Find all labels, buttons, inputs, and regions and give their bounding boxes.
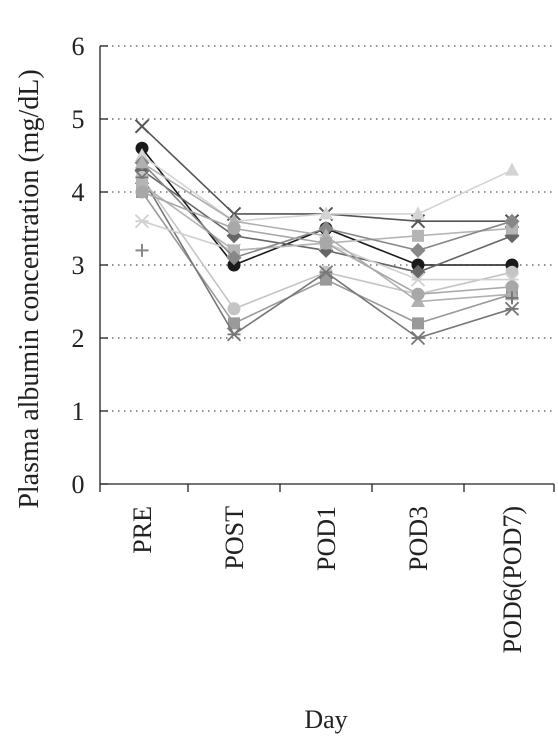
x-axis-label: Day	[304, 705, 347, 734]
series-12	[135, 185, 519, 301]
data-point	[410, 330, 426, 346]
x-tick-label: POD3	[404, 506, 433, 571]
y-tick-label: 6	[72, 32, 85, 61]
data-point	[505, 280, 519, 294]
data-point	[412, 317, 424, 330]
series-line	[141, 125, 512, 222]
x-tick-label: POST	[220, 506, 249, 570]
data-point	[318, 265, 334, 280]
data-point	[226, 327, 242, 342]
data-point	[505, 162, 519, 176]
data-point	[134, 214, 150, 229]
series-group	[134, 119, 520, 346]
data-point	[410, 272, 426, 287]
series-7	[134, 170, 520, 346]
data-point	[412, 229, 424, 242]
data-point	[134, 119, 150, 134]
data-point	[135, 185, 149, 199]
data-point	[410, 242, 426, 258]
y-tick-label: 2	[72, 324, 85, 353]
y-axis-label: Plasma albumin concentration (mg/dL)	[14, 69, 45, 508]
data-point	[320, 273, 332, 286]
x-tick-label: PRE	[128, 506, 157, 554]
data-point	[135, 155, 149, 169]
data-point	[135, 243, 149, 257]
x-tick-label: POD1	[312, 506, 341, 571]
data-point	[411, 287, 425, 301]
data-point	[505, 265, 519, 279]
x-tick-label: POD6(POD7)	[498, 506, 527, 653]
data-point	[411, 206, 425, 220]
y-tick-label: 5	[72, 105, 85, 134]
data-point	[504, 213, 520, 229]
data-point	[226, 250, 242, 266]
y-tick-label: 0	[72, 470, 85, 499]
axes: 0 1 2 3 4 5 6 PRE POST POD1 POD3 POD6(POD7)	[72, 32, 555, 653]
data-point	[227, 302, 241, 316]
data-point	[228, 317, 240, 330]
series-4	[135, 148, 519, 227]
y-tick-label: 1	[72, 397, 85, 426]
data-point	[227, 222, 241, 235]
data-point	[505, 291, 519, 305]
data-point	[504, 301, 520, 316]
y-tick-label: 3	[72, 251, 85, 280]
data-point	[135, 148, 149, 161]
series-13	[135, 243, 149, 257]
data-point	[319, 236, 333, 250]
series-6	[136, 186, 518, 330]
y-tick-label: 4	[72, 178, 85, 207]
data-point	[319, 206, 333, 220]
series-14	[505, 291, 519, 305]
